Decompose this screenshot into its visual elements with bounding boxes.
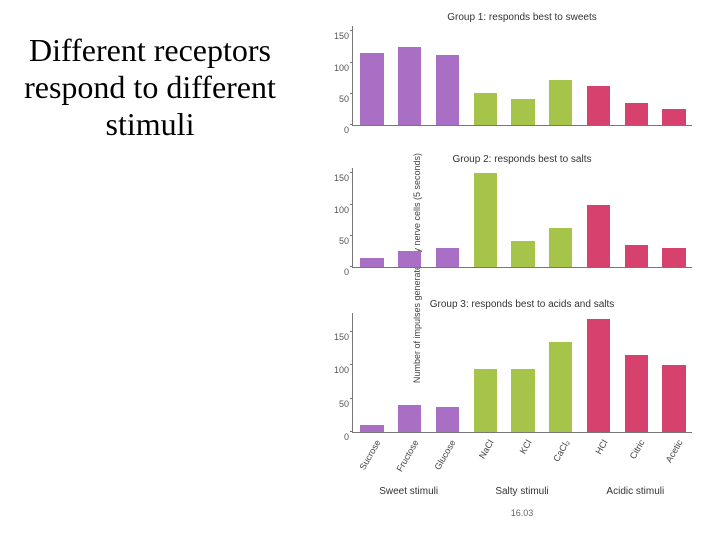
y-tick-mark — [350, 364, 353, 365]
x-tick-label: Citric — [628, 438, 647, 461]
bar — [360, 53, 383, 125]
bar — [436, 248, 459, 267]
panel-title: Group 2: responds best to salts — [352, 154, 692, 165]
charts-area: Number of impulses generated by nerve ce… — [310, 8, 710, 528]
bar — [436, 55, 459, 125]
y-tick-mark — [350, 62, 353, 63]
x-group-label: Salty stimuli — [465, 486, 578, 497]
x-tick-label: CaCl₂ — [551, 438, 571, 463]
page-title: Different receptors respond to different… — [0, 32, 300, 142]
x-tick-label: Sucrose — [357, 438, 382, 472]
y-tick-label: 0 — [327, 125, 349, 135]
y-tick-label: 50 — [327, 236, 349, 246]
bar — [662, 365, 685, 432]
chart-panel: Group 1: responds best to sweets05010015… — [352, 26, 692, 126]
page: Different receptors respond to different… — [0, 0, 720, 540]
bar — [625, 245, 648, 267]
y-tick-label: 150 — [327, 173, 349, 183]
chart-panel: Group 3: responds best to acids and salt… — [352, 313, 692, 433]
bar — [625, 103, 648, 125]
bar — [549, 228, 572, 267]
bar — [625, 355, 648, 432]
x-tick-label: NaCl — [477, 438, 496, 460]
bar — [511, 241, 534, 267]
x-tick-label: KCl — [518, 438, 534, 456]
bar — [360, 425, 383, 432]
y-tick-label: 50 — [327, 94, 349, 104]
y-tick-label: 0 — [327, 432, 349, 442]
bar — [662, 248, 685, 267]
panel-title: Group 3: responds best to acids and salt… — [352, 299, 692, 310]
y-tick-mark — [350, 266, 353, 267]
bar — [474, 369, 497, 432]
x-group-label: Acidic stimuli — [579, 486, 692, 497]
bar — [474, 173, 497, 267]
bar — [662, 109, 685, 125]
bar — [587, 205, 610, 268]
figure-number: 16.03 — [352, 508, 692, 518]
bar — [511, 99, 534, 125]
bar — [398, 405, 421, 432]
x-group-label: Sweet stimuli — [352, 486, 465, 497]
bar — [436, 407, 459, 432]
bar — [360, 258, 383, 267]
plot-area: 050100150 — [352, 313, 692, 433]
y-tick-label: 0 — [327, 267, 349, 277]
plot-area: 050100150 — [352, 168, 692, 268]
x-tick-label: Fructose — [394, 438, 420, 473]
x-tick-label: HCl — [593, 438, 609, 456]
bar — [549, 342, 572, 432]
y-tick-mark — [350, 331, 353, 332]
y-tick-mark — [350, 172, 353, 173]
x-tick-label: Glucose — [433, 438, 458, 472]
bar — [398, 251, 421, 267]
bar — [587, 86, 610, 125]
y-tick-label: 150 — [327, 31, 349, 41]
y-tick-mark — [350, 30, 353, 31]
y-tick-mark — [350, 431, 353, 432]
chart-panel: Group 2: responds best to salts050100150 — [352, 168, 692, 268]
bar — [511, 369, 534, 432]
y-tick-mark — [350, 93, 353, 94]
panel-title: Group 1: responds best to sweets — [352, 12, 692, 23]
bar — [587, 319, 610, 432]
bar — [398, 47, 421, 125]
y-tick-label: 100 — [327, 365, 349, 375]
plot-area: 050100150 — [352, 26, 692, 126]
y-tick-label: 100 — [327, 205, 349, 215]
y-tick-mark — [350, 398, 353, 399]
y-tick-mark — [350, 124, 353, 125]
bar — [549, 80, 572, 125]
y-tick-label: 100 — [327, 63, 349, 73]
bar — [474, 93, 497, 126]
y-tick-label: 50 — [327, 399, 349, 409]
x-tick-label: Acetic — [664, 438, 685, 464]
y-tick-mark — [350, 204, 353, 205]
y-tick-label: 150 — [327, 332, 349, 342]
y-tick-mark — [350, 235, 353, 236]
